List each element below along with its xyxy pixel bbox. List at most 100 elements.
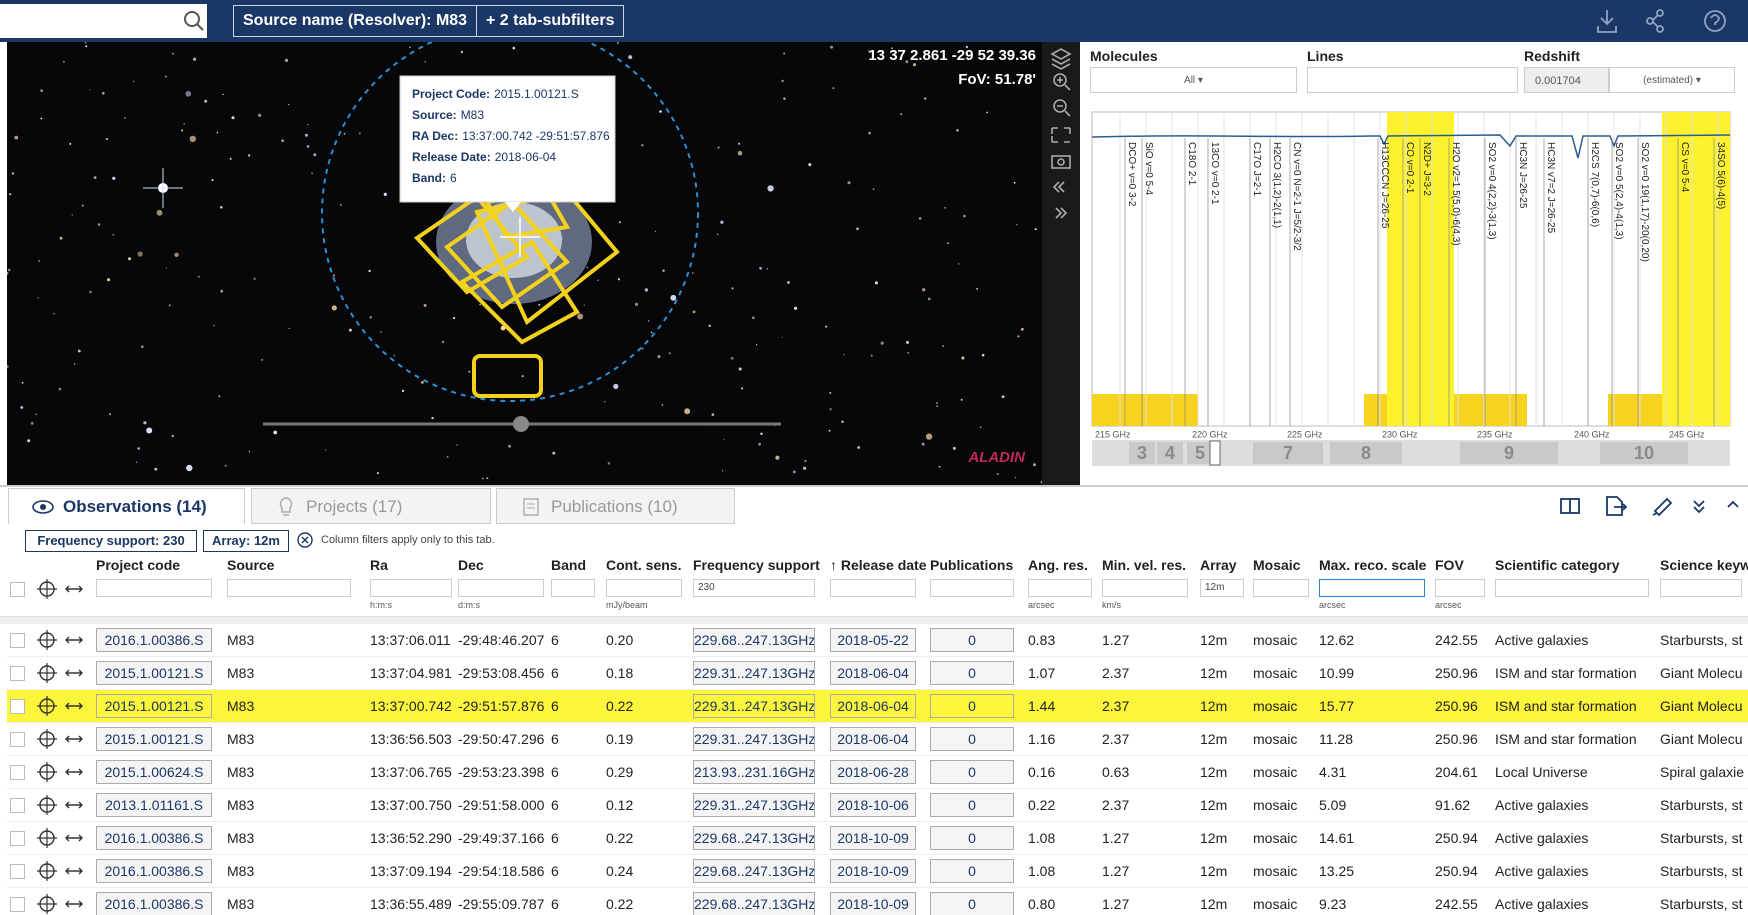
column-header[interactable]: Band	[551, 557, 609, 573]
column-header[interactable]: Min. vel. res.	[1102, 557, 1202, 573]
row-checkbox[interactable]	[10, 864, 25, 879]
row-icons[interactable]	[36, 893, 88, 915]
table-row[interactable]: 2016.1.00386.SM8313:36:52.290-29:49:37.1…	[7, 822, 1748, 855]
column-filter[interactable]	[1319, 579, 1425, 597]
table-cell[interactable]: 2018-10-09	[830, 826, 916, 850]
sky-toolbar[interactable]	[1042, 42, 1080, 485]
row-icons[interactable]	[36, 761, 88, 783]
column-header[interactable]: FOV	[1435, 557, 1499, 573]
sky-view[interactable]: Project Code:2015.1.00121.SSource:M83RA …	[7, 42, 1042, 485]
select-all-checkbox[interactable]	[10, 582, 25, 597]
column-header[interactable]: Frequency support	[693, 557, 829, 573]
table-cell[interactable]: 2016.1.00386.S	[96, 892, 212, 915]
column-filter[interactable]	[1495, 579, 1649, 597]
column-filter[interactable]	[1028, 579, 1092, 597]
column-filter[interactable]	[1102, 579, 1188, 597]
column-header[interactable]: ↑ Release date	[830, 557, 930, 573]
table-cell[interactable]: 0	[930, 793, 1014, 817]
row-icons[interactable]	[36, 629, 88, 651]
toolbar-icons[interactable]	[1590, 4, 1740, 38]
tab[interactable]: Observations (14)	[8, 488, 245, 524]
table-cell[interactable]: 2018-06-04	[830, 661, 916, 685]
table-cell[interactable]: 0	[930, 694, 1014, 718]
column-header[interactable]: Max. reco. scale	[1319, 557, 1439, 573]
row-icons[interactable]	[36, 728, 88, 750]
table-cell[interactable]: 213.93..231.16GHz	[693, 760, 815, 784]
table-cell[interactable]: 2018-10-06	[830, 793, 916, 817]
row-icons[interactable]	[36, 794, 88, 816]
column-filter[interactable]	[606, 579, 682, 597]
column-header[interactable]: Cont. sens.	[606, 557, 696, 573]
table-cell[interactable]: 2016.1.00386.S	[96, 826, 212, 850]
row-checkbox[interactable]	[10, 699, 25, 714]
table-cell[interactable]: 229.31..247.13GHz	[693, 694, 815, 718]
column-header[interactable]: Source	[227, 557, 365, 573]
column-header[interactable]: Project code	[96, 557, 226, 573]
table-cell[interactable]: 2015.1.00624.S	[96, 760, 212, 784]
table-cell[interactable]: 229.68..247.13GHz	[693, 628, 815, 652]
column-filter[interactable]	[96, 579, 212, 597]
tab[interactable]: Publications (10)	[496, 488, 735, 524]
filter-chip[interactable]: Source name (Resolver): M83	[233, 5, 477, 37]
row-icons[interactable]	[36, 860, 88, 882]
tab[interactable]: Projects (17)	[251, 488, 491, 524]
table-cell[interactable]: 0	[930, 826, 1014, 850]
column-header[interactable]: Mosaic	[1253, 557, 1323, 573]
column-header[interactable]: Scientific category	[1495, 557, 1663, 573]
table-cell[interactable]: 2018-06-04	[830, 694, 916, 718]
table-cell[interactable]: 229.31..247.13GHz	[693, 793, 815, 817]
row-icons[interactable]	[36, 662, 88, 684]
filter-chip[interactable]: Array: 12m	[203, 530, 289, 552]
filter-chip[interactable]: Frequency support: 230	[25, 530, 197, 552]
row-checkbox[interactable]	[10, 633, 25, 648]
column-filter[interactable]	[551, 579, 595, 597]
table-cell[interactable]: 229.68..247.13GHz	[693, 892, 815, 915]
row-checkbox[interactable]	[10, 831, 25, 846]
tab-bar-icons[interactable]	[1550, 493, 1740, 519]
table-cell[interactable]: 229.31..247.13GHz	[693, 727, 815, 751]
column-header[interactable]: Ra	[370, 557, 466, 573]
table-cell[interactable]: 229.31..247.13GHz	[693, 661, 815, 685]
row-icons[interactable]	[36, 695, 88, 717]
table-cell[interactable]: 2018-05-22	[830, 628, 916, 652]
column-header[interactable]: Dec	[458, 557, 558, 573]
column-filter[interactable]	[458, 579, 544, 597]
table-cell[interactable]: 2015.1.00121.S	[96, 727, 212, 751]
table-cell[interactable]: 2015.1.00121.S	[96, 661, 212, 685]
table-cell[interactable]: 2015.1.00121.S	[96, 694, 212, 718]
row-checkbox[interactable]	[10, 798, 25, 813]
column-filter[interactable]	[830, 579, 916, 597]
row-checkbox[interactable]	[10, 765, 25, 780]
table-cell[interactable]: 2016.1.00386.S	[96, 859, 212, 883]
column-header[interactable]: Science keyw	[1660, 557, 1748, 573]
row-checkbox[interactable]	[10, 897, 25, 912]
table-cell[interactable]: 2018-10-09	[830, 892, 916, 915]
clear-filters-icon[interactable]	[296, 531, 314, 549]
table-cell[interactable]: 0	[930, 661, 1014, 685]
table-cell[interactable]: 229.68..247.13GHz	[693, 859, 815, 883]
table-cell[interactable]: 0	[930, 859, 1014, 883]
column-header[interactable]: Ang. res.	[1028, 557, 1106, 573]
column-header[interactable]: Publications	[930, 557, 1028, 573]
row-checkbox[interactable]	[10, 666, 25, 681]
table-cell[interactable]: 0	[930, 892, 1014, 915]
column-filter[interactable]	[1435, 579, 1485, 597]
row-icons[interactable]	[36, 827, 88, 849]
table-cell[interactable]: 0	[930, 727, 1014, 751]
table-cell[interactable]: 2018-06-28	[830, 760, 916, 784]
column-filter[interactable]: 230	[693, 579, 815, 597]
column-filter[interactable]	[1660, 579, 1742, 597]
slider-knob[interactable]	[513, 416, 529, 432]
table-cell[interactable]: 0	[930, 760, 1014, 784]
table-cell[interactable]: 2013.1.01161.S	[96, 793, 212, 817]
column-filter[interactable]	[1253, 579, 1309, 597]
table-cell[interactable]: 2018-10-09	[830, 859, 916, 883]
